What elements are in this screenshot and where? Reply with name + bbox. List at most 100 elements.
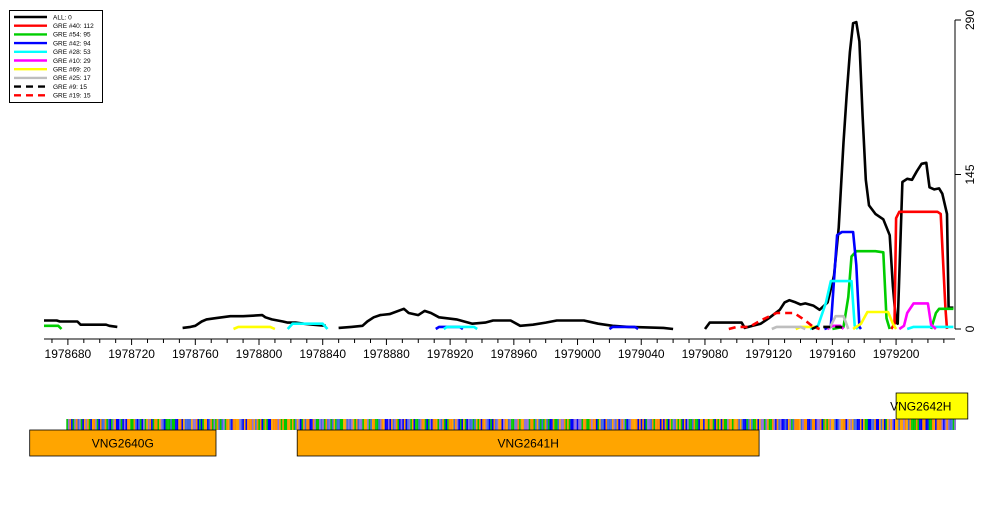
sequence-base-bar xyxy=(410,419,412,430)
sequence-base-bar xyxy=(627,419,630,430)
sequence-base-bar xyxy=(573,419,576,430)
sequence-base-bar xyxy=(503,419,505,430)
sequence-base-bar xyxy=(885,419,888,430)
sequence-base-bar xyxy=(458,419,460,430)
sequence-base-bar xyxy=(456,419,459,430)
sequence-base-bar xyxy=(175,419,177,430)
sequence-base-bar xyxy=(816,419,819,430)
sequence-base-bar xyxy=(519,419,521,430)
sequence-base-bar xyxy=(914,419,916,430)
sequence-base-bar xyxy=(263,419,265,430)
sequence-base-bar xyxy=(95,419,97,430)
gene-label: VNG2642H xyxy=(890,400,951,414)
sequence-base-bar xyxy=(459,419,462,430)
sequence-base-bar xyxy=(322,419,324,430)
sequence-base-bar xyxy=(645,419,648,430)
sequence-base-bar xyxy=(461,419,464,430)
sequence-base-bar xyxy=(759,419,761,430)
sequence-base-bar xyxy=(639,419,641,430)
sequence-base-bar xyxy=(130,419,132,430)
sequence-base-bar xyxy=(754,419,756,430)
sequence-base-bar xyxy=(376,419,379,430)
sequence-base-bar xyxy=(749,419,752,430)
x-tick-label: 1978800 xyxy=(236,347,283,361)
sequence-base-bar xyxy=(371,419,374,430)
sequence-base-bar xyxy=(674,419,676,430)
sequence-base-bar xyxy=(344,419,347,430)
sequence-base-bar xyxy=(819,419,822,430)
sequence-base-bar xyxy=(339,419,342,430)
sequence-base-bar xyxy=(703,419,705,430)
x-axis: 1978680 1978720 1978760 1978800 1978840 19788… xyxy=(44,338,955,361)
sequence-base-bar xyxy=(170,419,172,430)
sequence-base-bar xyxy=(120,419,123,430)
sequence-base-bar xyxy=(735,419,737,430)
sequence-base-bar xyxy=(157,419,160,430)
sequence-base-bar xyxy=(179,419,182,430)
sequence-base-bar xyxy=(495,419,497,430)
gene-label: VNG2641H xyxy=(498,437,559,451)
sequence-base-bar xyxy=(176,419,179,430)
sequence-base-bar xyxy=(893,419,896,430)
sequence-base-bar xyxy=(858,419,860,430)
sequence-base-bar xyxy=(298,419,300,430)
sequence-base-bar xyxy=(141,419,144,430)
sequence-base-bar xyxy=(418,419,420,430)
sequence-base-bar xyxy=(517,419,520,430)
sequence-base-bar xyxy=(359,419,361,430)
sequence-base-bar xyxy=(71,419,73,430)
y-tick-label: 290 xyxy=(963,10,977,30)
sequence-base-bar xyxy=(667,419,670,430)
sequence-base-bar xyxy=(69,419,72,430)
sequence-base-bar xyxy=(762,419,764,430)
sequence-base-bar xyxy=(227,419,230,430)
sequence-base-bar xyxy=(330,419,332,430)
sequence-base-bar xyxy=(650,419,652,430)
sequence-base-bar xyxy=(559,419,561,430)
sequence-base-bar xyxy=(864,419,867,430)
sequence-base-bar xyxy=(840,419,843,430)
sequence-base-bar xyxy=(106,419,108,430)
legend-entry: GRE #54: 95 xyxy=(53,32,91,39)
sequence-base-bar xyxy=(103,419,105,430)
sequence-base-bar xyxy=(451,419,454,430)
sequence-base-bar xyxy=(491,419,494,430)
series-line-2-segment-2 xyxy=(929,307,954,330)
sequence-base-bar xyxy=(952,419,955,430)
sequence-base-bar xyxy=(546,419,548,430)
sequence-base-bar xyxy=(440,419,443,430)
sequence-base-bar xyxy=(277,419,280,430)
sequence-base-bar xyxy=(272,419,275,430)
sequence-base-bar xyxy=(399,419,401,430)
sequence-base-bar xyxy=(509,419,512,430)
sequence-base-bar xyxy=(485,419,488,430)
sequence-base-bar xyxy=(621,419,624,430)
sequence-base-bar xyxy=(616,419,619,430)
sequence-base-bar xyxy=(165,419,168,430)
sequence-base-bar xyxy=(301,419,304,430)
series-line-8-segment-0 xyxy=(811,325,846,331)
sequence-base-bar xyxy=(789,419,792,430)
sequence-base-bar xyxy=(178,419,180,430)
series-line-0-segment-2 xyxy=(338,307,674,331)
sequence-base-bar xyxy=(287,419,289,430)
sequence-base-bar xyxy=(803,419,806,430)
sequence-base-bar xyxy=(786,419,788,430)
sequence-base-bar xyxy=(115,419,118,430)
sequence-base-bar xyxy=(131,419,134,430)
sequence-base-bar xyxy=(661,419,664,430)
sequence-base-bar xyxy=(351,419,353,430)
sequence-base-bar xyxy=(815,419,817,430)
sequence-base-bar xyxy=(847,419,849,430)
sequence-base-bar xyxy=(629,419,632,430)
sequence-base-bar xyxy=(299,419,302,430)
sequence-base-bar xyxy=(931,419,934,430)
sequence-base-bar xyxy=(259,419,262,430)
sequence-base-bar xyxy=(899,419,902,430)
sequence-base-bar xyxy=(256,419,259,430)
sequence-base-bar xyxy=(235,419,238,430)
sequence-base-bar xyxy=(239,419,241,430)
series-line-4-segment-0 xyxy=(286,322,329,330)
sequence-base-bar xyxy=(533,419,536,430)
